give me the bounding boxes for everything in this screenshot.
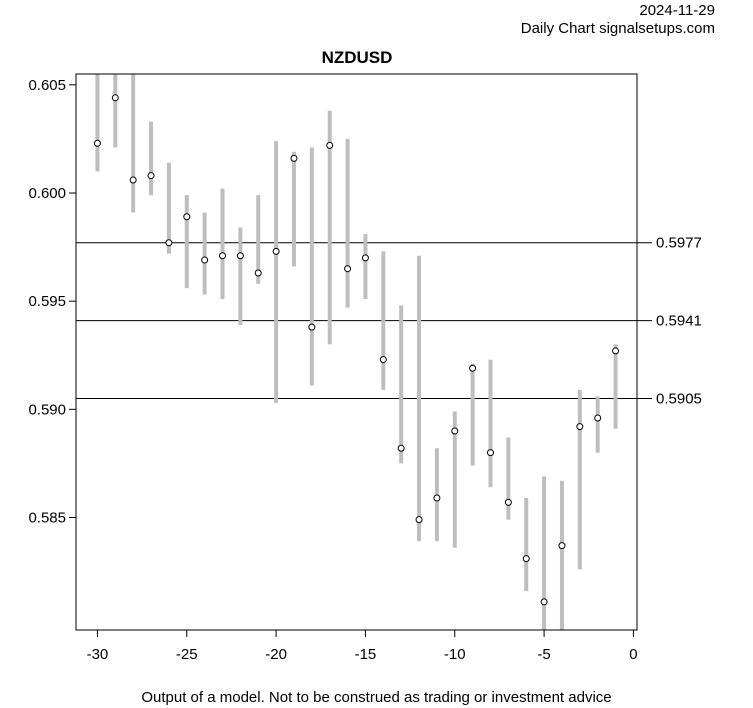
close-point — [486, 449, 494, 457]
x-tick-label: -25 — [176, 646, 198, 663]
level-label-1: 0.5941 — [656, 313, 702, 330]
close-point — [504, 498, 512, 506]
close-point — [576, 423, 584, 431]
close-point — [558, 542, 566, 550]
close-point — [540, 598, 548, 606]
chart-date: 2024-11-29 — [639, 2, 715, 19]
close-point — [415, 516, 423, 524]
close-point — [201, 256, 209, 264]
close-point — [451, 427, 459, 435]
close-point — [111, 94, 119, 102]
close-point — [290, 154, 298, 162]
x-tick-label: -15 — [355, 646, 377, 663]
close-point — [147, 172, 155, 180]
disclaimer: Output of a model. Not to be construed a… — [141, 689, 612, 706]
y-tick-label: 0.605 — [28, 77, 66, 94]
close-point — [469, 364, 477, 372]
y-tick-label: 0.590 — [28, 401, 66, 418]
close-point — [379, 356, 387, 364]
close-point — [236, 252, 244, 260]
y-tick-label: 0.595 — [28, 293, 66, 310]
plot-frame — [75, 73, 638, 631]
close-point — [219, 252, 227, 260]
y-tick-label: 0.585 — [28, 510, 66, 527]
chart-source: Daily Chart signalsetups.com — [520, 20, 715, 37]
axes: -30 -25 -20 -15 -10 -5 0 0.585 0.590 0.595 0.600 0.… — [28, 77, 637, 663]
close-point — [129, 176, 137, 184]
close-point — [361, 254, 369, 262]
x-tick-label: -5 — [537, 646, 550, 663]
x-tick-label: 0 — [629, 646, 637, 663]
close-point — [183, 213, 191, 221]
y-tick-label: 0.600 — [28, 185, 66, 202]
close-point — [326, 141, 334, 149]
close-point — [165, 239, 173, 247]
close-point — [522, 555, 530, 563]
x-tick-label: -20 — [265, 646, 287, 663]
close-point — [397, 444, 405, 452]
range-bars — [95, 74, 618, 630]
x-tick-label: -10 — [444, 646, 466, 663]
level-lines: 0.5977 0.5941 0.5905 — [76, 235, 702, 408]
close-point — [308, 323, 316, 331]
level-label-0: 0.5977 — [656, 235, 702, 252]
close-point — [612, 347, 620, 355]
chart-title: NZDUSD — [321, 48, 393, 67]
x-tick-label: -30 — [87, 646, 109, 663]
close-point — [272, 247, 280, 255]
close-point — [93, 139, 101, 147]
level-label-2: 0.5905 — [656, 391, 702, 408]
close-point — [594, 414, 602, 422]
close-point — [254, 269, 262, 277]
close-point — [344, 265, 352, 273]
close-point — [433, 494, 441, 502]
close-points — [93, 94, 620, 606]
